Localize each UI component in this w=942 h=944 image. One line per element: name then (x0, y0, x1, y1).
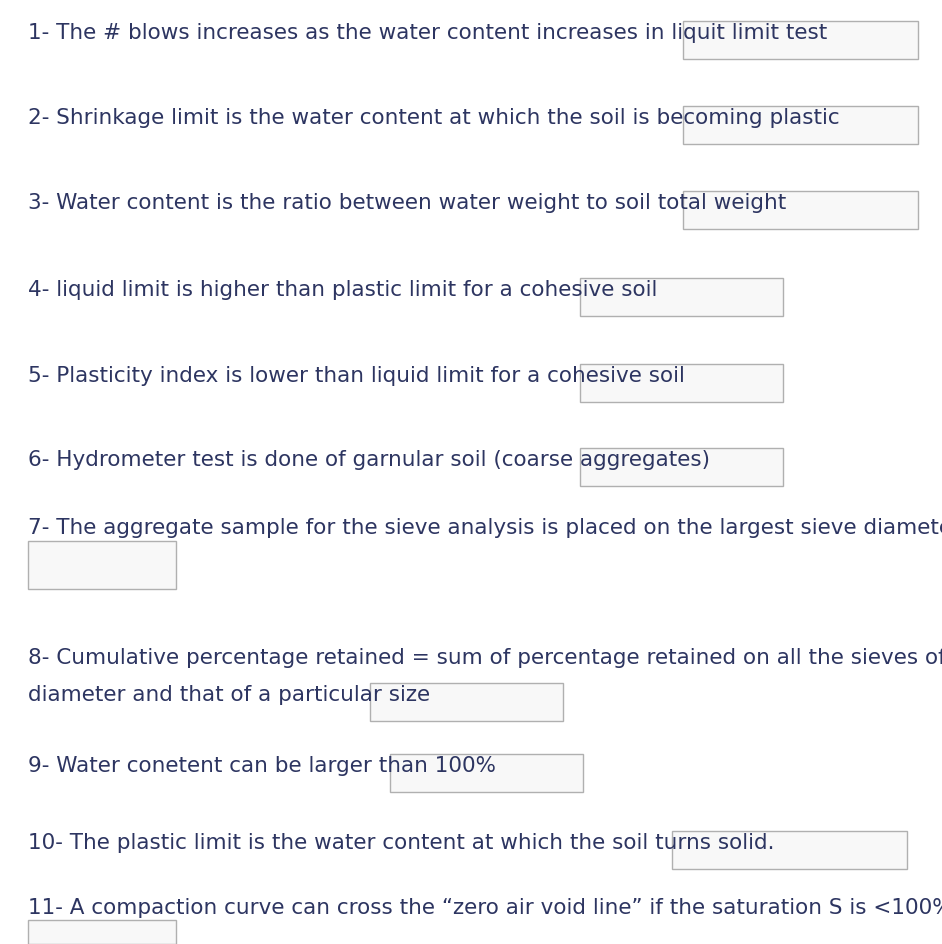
Bar (683, 21, 918, 59)
Bar (28, 541, 176, 589)
Bar (580, 278, 783, 316)
Text: 9- Water conetent can be larger than 100%: 9- Water conetent can be larger than 100… (28, 756, 496, 776)
Text: 6- Hydrometer test is done of garnular soil (coarse aggregates): 6- Hydrometer test is done of garnular s… (28, 450, 710, 470)
Bar (580, 364, 783, 402)
Text: 2- Shrinkage limit is the water content at which the soil is becoming plastic: 2- Shrinkage limit is the water content … (28, 108, 839, 128)
Text: 3- Water content is the ratio between water weight to soil total weight: 3- Water content is the ratio between wa… (28, 193, 787, 213)
Text: 8- Cumulative percentage retained = sum of percentage retained on all the sieves: 8- Cumulative percentage retained = sum … (28, 648, 942, 668)
Bar (683, 191, 918, 229)
Text: 4- liquid limit is higher than plastic limit for a cohesive soil: 4- liquid limit is higher than plastic l… (28, 280, 658, 300)
Bar (580, 448, 783, 486)
Text: 11- A compaction curve can cross the “zero air void line” if the saturation S is: 11- A compaction curve can cross the “ze… (28, 898, 942, 918)
Text: 10- The plastic limit is the water content at which the soil turns solid.: 10- The plastic limit is the water conte… (28, 833, 774, 853)
Bar (390, 754, 583, 792)
Text: 7- The aggregate sample for the sieve analysis is placed on the largest sieve di: 7- The aggregate sample for the sieve an… (28, 518, 942, 538)
Text: 5- Plasticity index is lower than liquid limit for a cohesive soil: 5- Plasticity index is lower than liquid… (28, 366, 685, 386)
Bar (672, 831, 907, 869)
Text: 1- The # blows increases as the water content increases in liquit limit test: 1- The # blows increases as the water co… (28, 23, 827, 43)
Bar (370, 683, 563, 721)
Bar (683, 106, 918, 144)
Bar (28, 920, 176, 944)
Text: diameter and that of a particular size: diameter and that of a particular size (28, 685, 430, 705)
